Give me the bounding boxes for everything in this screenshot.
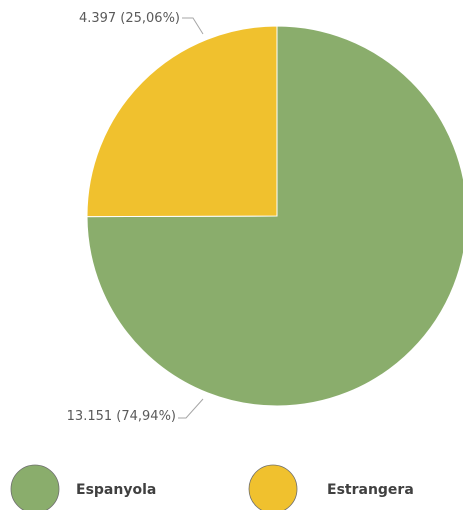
pie-slice-espanyola xyxy=(86,25,463,407)
data-label-espanyola: 13.151 (74,94%) xyxy=(67,409,176,424)
legend: Espanyola Estrangera xyxy=(10,464,414,510)
pie-slices xyxy=(86,25,463,407)
data-labels: 13.151 (74,94%) 4.397 (25,06%) xyxy=(67,11,204,424)
leader-line-espanyola xyxy=(178,398,204,419)
legend-swatch-estrangera xyxy=(248,464,298,510)
legend-swatch-espanyola xyxy=(10,464,60,510)
legend-label-espanyola: Espanyola xyxy=(76,482,156,498)
leader-line-estrangera xyxy=(182,17,204,35)
pie-slice-estrangera xyxy=(86,25,278,218)
legend-label-estrangera: Estrangera xyxy=(327,482,414,498)
data-label-estrangera: 4.397 (25,06%) xyxy=(79,11,180,26)
